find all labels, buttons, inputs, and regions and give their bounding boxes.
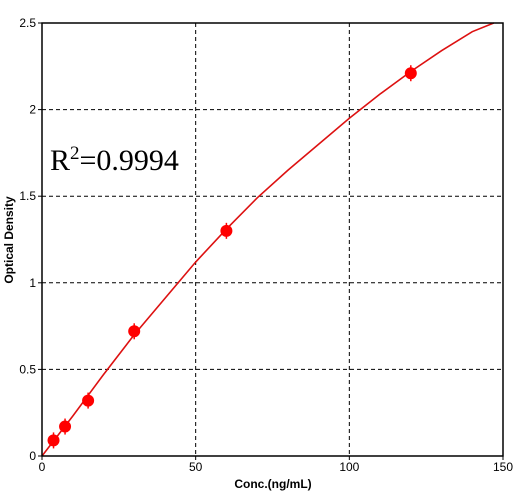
y-tick-label: 1.5	[19, 189, 36, 203]
tick-labels-layer: 0 50 100 150 0 0.5 1 1.5 2 2.5	[19, 16, 513, 474]
fit-curve	[41, 22, 495, 457]
y-tick-label: 1	[29, 276, 36, 290]
y-tick-label: 2	[29, 103, 36, 117]
data-points-layer	[47, 65, 417, 449]
y-tick-label: 0	[29, 449, 36, 463]
x-tick-label: 50	[189, 460, 203, 474]
x-tick-label: 0	[39, 460, 46, 474]
y-axis-title: Optical Density	[2, 196, 16, 284]
x-tick-label: 150	[493, 460, 513, 474]
r-squared-value: =0.9994	[80, 144, 179, 177]
r-squared-annotation: R2=0.9994	[50, 143, 179, 177]
plot-frame	[41, 22, 504, 457]
r-squared-base: R	[50, 144, 70, 177]
x-axis-title: Conc.(ng/mL)	[234, 477, 311, 491]
grid-layer	[42, 23, 503, 456]
y-tick-label: 2.5	[19, 16, 36, 30]
r-squared-superscript: 2	[70, 143, 80, 164]
x-tick-label: 100	[339, 460, 359, 474]
fit-curve-layer	[41, 22, 495, 457]
y-tick-label: 0.5	[19, 362, 36, 376]
plot-frame-layer	[41, 22, 504, 457]
